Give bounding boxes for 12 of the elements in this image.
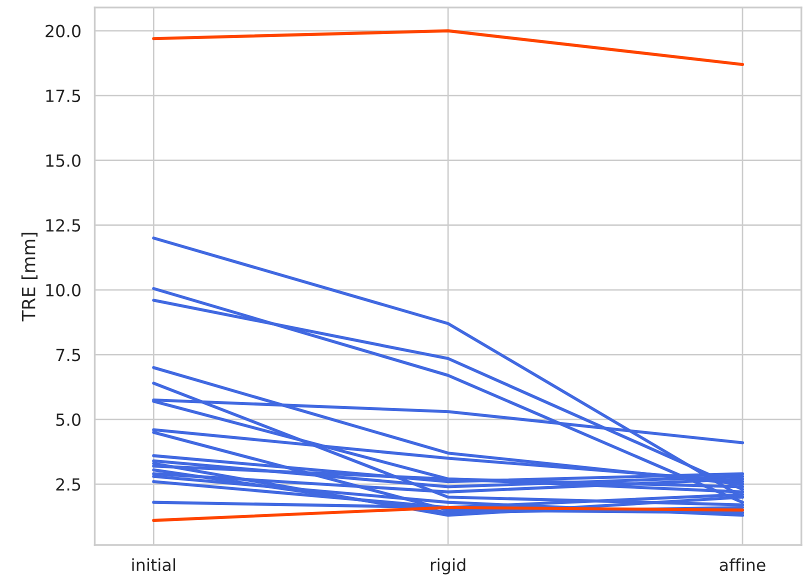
y-tick-label: 20.0 xyxy=(46,24,80,38)
x-tick-label: initial xyxy=(132,558,175,572)
y-tick-label: 17.5 xyxy=(46,90,80,102)
x-tick-label: affine xyxy=(720,558,766,572)
y-tick-label: 15.0 xyxy=(46,154,80,167)
y-axis-title: TRE [mm] xyxy=(21,232,38,322)
y-tick-label: 12.5 xyxy=(46,219,80,232)
y-tick-label: 5.0 xyxy=(56,413,80,426)
y-tick-label: 2.5 xyxy=(56,478,80,491)
y-tick-label: 10.0 xyxy=(46,284,80,296)
y-tick-label: 7.5 xyxy=(56,348,80,362)
x-tick-label: rigid xyxy=(430,558,466,574)
